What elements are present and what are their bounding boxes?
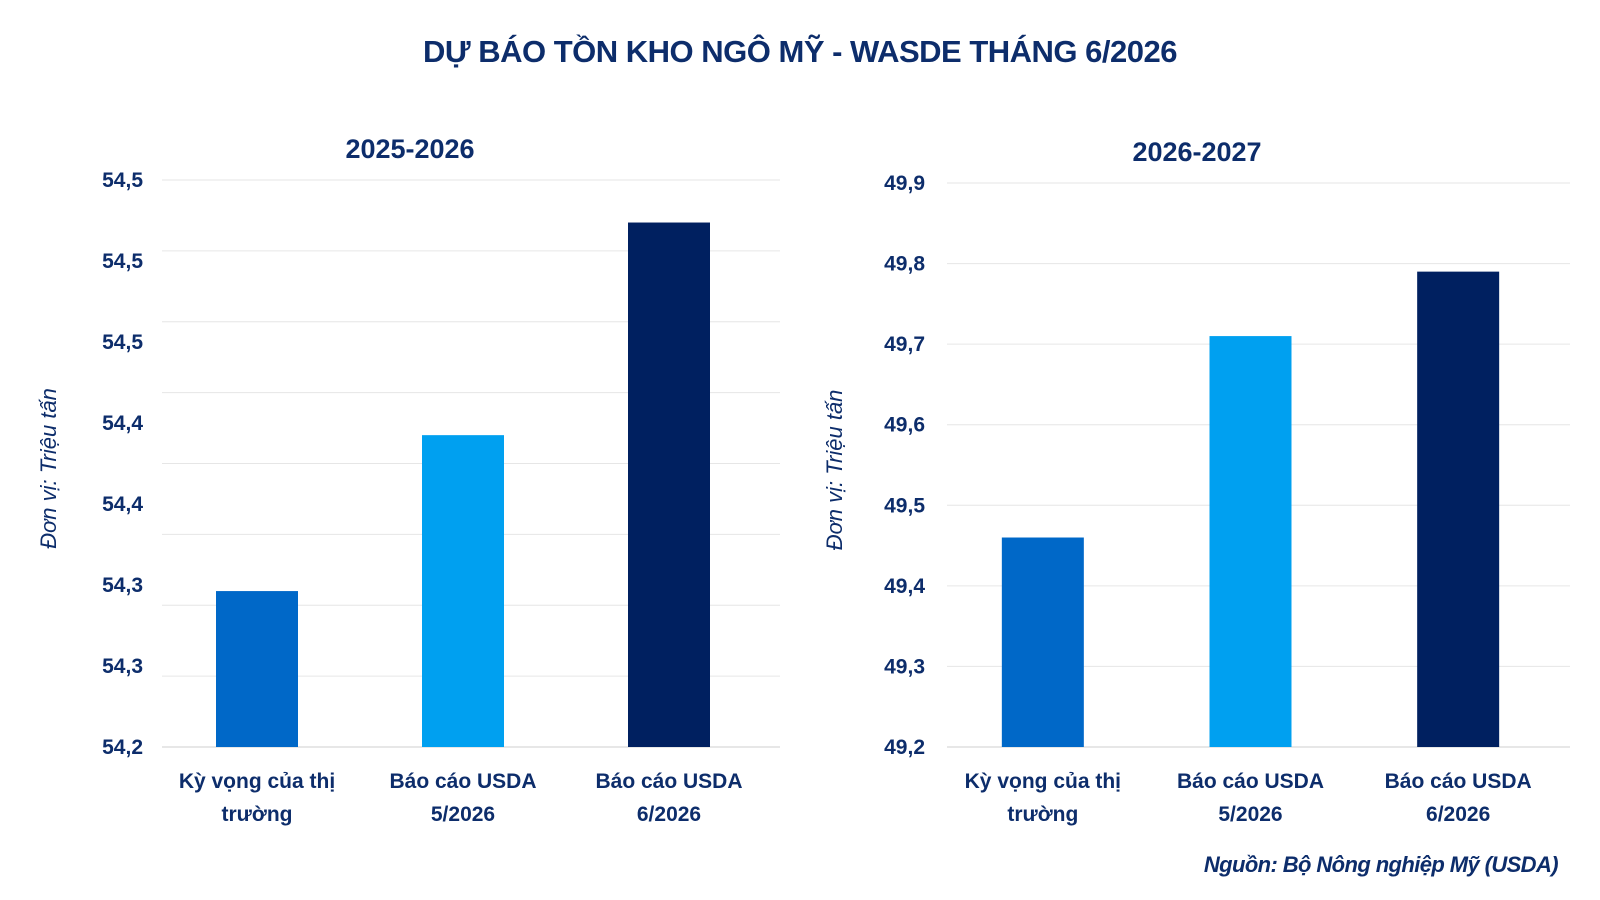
bar-2 — [422, 435, 504, 747]
x-category-label: Kỳ vọng của thị — [179, 770, 335, 793]
y-tick-label: 54,5 — [102, 169, 143, 192]
chart-2-title: 2026-2027 — [1132, 137, 1261, 167]
chart-1-title: 2025-2026 — [345, 134, 474, 164]
y-tick-label: 54,4 — [102, 412, 143, 435]
y-tick-label: 49,9 — [884, 172, 925, 195]
main-title: DỰ BÁO TỒN KHO NGÔ MỸ - WASDE THÁNG 6/20… — [423, 34, 1177, 69]
x-category-label: Báo cáo USDA — [389, 770, 536, 793]
y-tick-label: 49,4 — [884, 575, 925, 598]
x-category-label: 6/2026 — [637, 803, 701, 826]
bar-3 — [1417, 271, 1500, 747]
bar-3 — [628, 222, 710, 747]
x-category-label: Báo cáo USDA — [1177, 770, 1324, 793]
y-tick-label: 49,3 — [884, 655, 925, 678]
x-category-label: trường — [1007, 803, 1078, 826]
source-note: Nguồn: Bộ Nông nghiệp Mỹ (USDA) — [1203, 852, 1559, 877]
y-tick-label: 49,2 — [884, 736, 925, 759]
x-category-label: Báo cáo USDA — [1385, 770, 1532, 793]
y-tick-label: 54,3 — [102, 655, 143, 678]
y-tick-label: 54,3 — [102, 574, 143, 597]
y-axis-label: Đơn vị: Triệu tấn — [822, 390, 847, 551]
y-tick-label: 54,5 — [102, 250, 143, 273]
x-category-label: 5/2026 — [431, 803, 495, 826]
x-category-label: 5/2026 — [1218, 803, 1282, 826]
x-category-label: Kỳ vọng của thị — [965, 770, 1121, 793]
y-tick-label: 54,4 — [102, 493, 143, 516]
y-tick-label: 49,6 — [884, 414, 925, 437]
y-axis-label: Đơn vị: Triệu tấn — [36, 388, 61, 549]
y-tick-label: 49,5 — [884, 494, 925, 517]
x-category-label: trường — [222, 803, 293, 826]
bar-2 — [1209, 336, 1292, 747]
y-tick-label: 54,2 — [102, 736, 143, 759]
y-tick-label: 49,8 — [884, 253, 925, 276]
x-category-label: Báo cáo USDA — [595, 770, 742, 793]
bar-1 — [216, 591, 298, 747]
bar-1 — [1001, 537, 1084, 747]
x-category-label: 6/2026 — [1426, 803, 1490, 826]
y-tick-label: 49,7 — [884, 333, 925, 356]
y-tick-label: 54,5 — [102, 331, 143, 354]
